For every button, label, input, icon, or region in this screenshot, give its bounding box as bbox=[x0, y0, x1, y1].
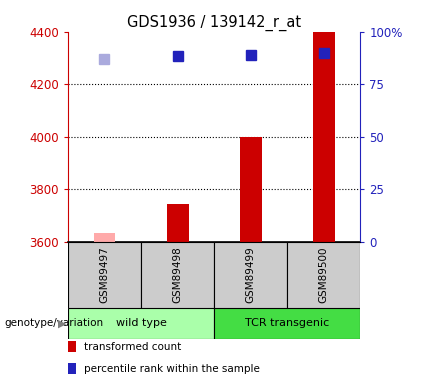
Bar bbox=[68, 242, 141, 308]
Bar bbox=[94, 234, 115, 242]
Bar bbox=[68, 342, 77, 352]
Bar bbox=[240, 137, 261, 242]
Bar bbox=[313, 32, 335, 242]
Text: ▶: ▶ bbox=[58, 318, 67, 328]
Bar bbox=[167, 204, 188, 242]
Text: GSM89497: GSM89497 bbox=[99, 246, 110, 303]
Bar bbox=[141, 242, 214, 308]
Text: transformed count: transformed count bbox=[84, 342, 181, 352]
Text: TCR transgenic: TCR transgenic bbox=[245, 318, 329, 328]
Bar bbox=[214, 242, 287, 308]
Bar bbox=[287, 242, 360, 308]
Text: wild type: wild type bbox=[116, 318, 166, 328]
Bar bbox=[214, 308, 360, 339]
Text: GSM89500: GSM89500 bbox=[319, 246, 329, 303]
Text: genotype/variation: genotype/variation bbox=[4, 318, 104, 328]
Title: GDS1936 / 139142_r_at: GDS1936 / 139142_r_at bbox=[127, 14, 301, 30]
Text: GSM89499: GSM89499 bbox=[246, 246, 256, 303]
Text: GSM89498: GSM89498 bbox=[172, 246, 183, 303]
Bar bbox=[68, 363, 77, 374]
Bar bbox=[68, 308, 214, 339]
Text: percentile rank within the sample: percentile rank within the sample bbox=[84, 364, 260, 374]
